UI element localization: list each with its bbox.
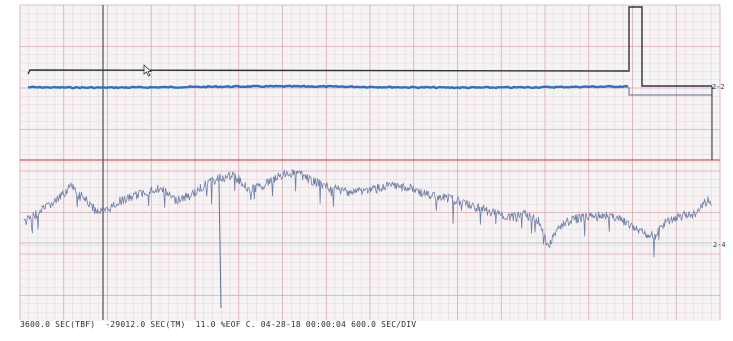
trace-blue-step [628, 87, 712, 96]
trace-noise-lower [23, 168, 712, 258]
mouse-pointer-icon[interactable] [143, 64, 153, 77]
grid-lines [19, 4, 721, 320]
trace-noise-line [23, 168, 712, 258]
trace-blue-upper [27, 84, 629, 90]
upper-trace-label: 2-2 [712, 83, 725, 91]
status-bar: 3600.0 SEC(TBF) -29012.0 SEC(TM) 11.0 %E… [20, 320, 417, 329]
trace-dark-upper [27, 6, 712, 87]
time-cursor-mid[interactable] [218, 182, 222, 309]
lower-trace-label: 2-4 [713, 241, 726, 249]
trace-blue-line [27, 84, 629, 90]
